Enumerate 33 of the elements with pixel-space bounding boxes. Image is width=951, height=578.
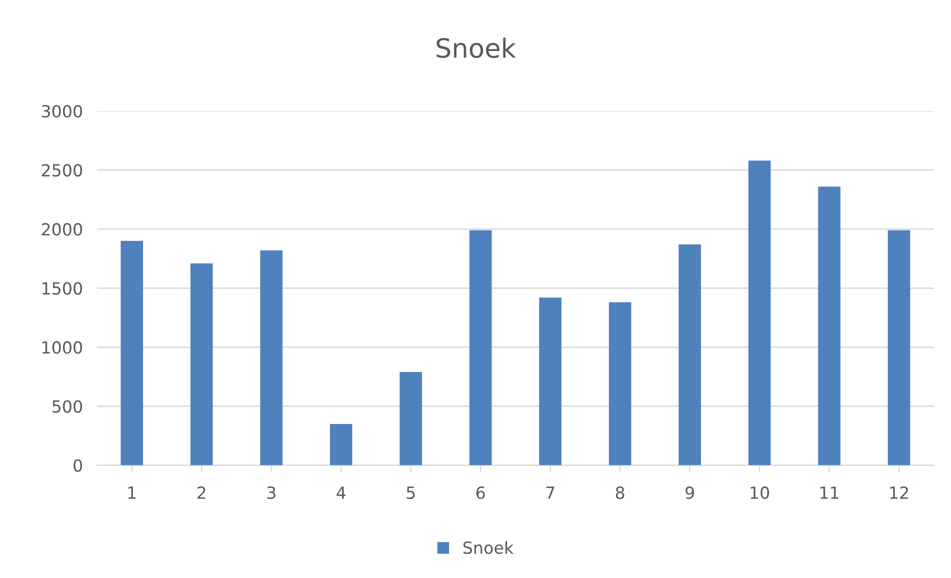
bar — [888, 230, 910, 466]
y-tick-label: 1500 — [42, 282, 82, 295]
bar — [400, 372, 422, 466]
bar — [330, 424, 352, 466]
x-tick-label: 10 — [750, 486, 770, 500]
x-tick-label: 12 — [890, 486, 908, 499]
bar — [608, 302, 632, 466]
bar — [818, 186, 840, 466]
x-tick-label: 11 — [820, 486, 838, 499]
x-tick-label: 7 — [546, 486, 554, 499]
y-tick-label: 2000 — [42, 223, 82, 236]
bar — [190, 263, 213, 466]
x-tick-label: 9 — [686, 486, 694, 500]
x-tick-label: 1 — [128, 486, 136, 499]
x-tick-label: 6 — [476, 486, 485, 500]
x-tick-label: 5 — [406, 486, 415, 500]
y-tick-label: 0 — [74, 459, 82, 472]
bar — [469, 230, 492, 466]
x-tick-label: 3 — [267, 486, 276, 500]
bar — [748, 160, 771, 466]
bar — [539, 298, 562, 466]
y-tick-label: 500 — [52, 400, 82, 413]
y-tick-label: 3000 — [42, 104, 82, 118]
chart-title: Snoek — [436, 38, 516, 58]
legend-label: Snoek — [463, 541, 514, 554]
y-tick-label: 1000 — [42, 341, 82, 354]
x-tick-label: 4 — [336, 486, 346, 499]
x-tick-label: 2 — [198, 486, 206, 499]
bar — [120, 240, 144, 466]
bar — [678, 244, 701, 466]
bar — [260, 250, 283, 466]
y-tick-label: 2500 — [42, 164, 82, 177]
x-tick-label: 8 — [616, 486, 624, 500]
